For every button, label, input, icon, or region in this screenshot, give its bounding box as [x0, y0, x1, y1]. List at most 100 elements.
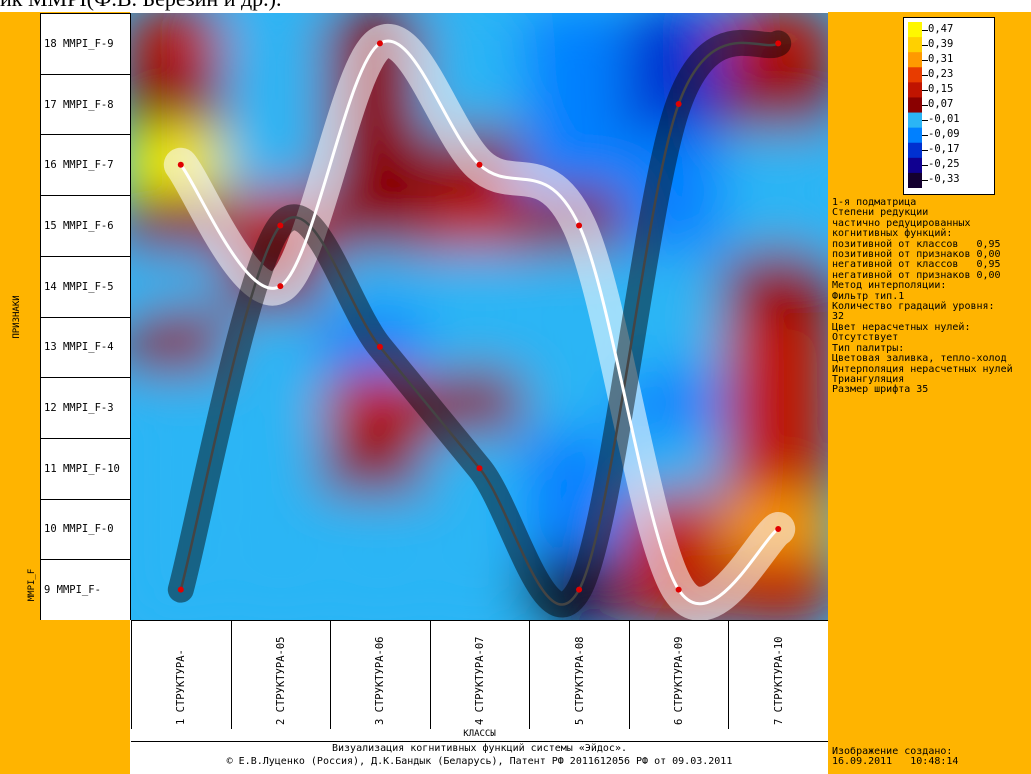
function-point — [576, 222, 583, 229]
function-point — [675, 101, 682, 108]
row-label: 14 MMPI_F-5 — [41, 255, 130, 317]
heatmap-cell — [318, 369, 442, 446]
legend-tick — [922, 135, 928, 137]
legend-swatch — [908, 142, 922, 159]
heatmap-cell — [517, 66, 641, 142]
heatmap-cell — [131, 552, 243, 620]
legend-tick — [922, 165, 928, 167]
y-axis-title: ПРИЗНАКИ — [12, 294, 22, 339]
heatmap-cell — [716, 309, 828, 385]
column-label: 7 СТРУКТУРА-10 — [728, 621, 828, 729]
created-date: Изображение создано: 16.09.2011 10:48:14 — [832, 746, 959, 767]
heatmap-cell — [616, 248, 741, 324]
y-group-box: MMPI_F — [24, 13, 41, 620]
column-label-text: 5 СТРУКТУРА-08 — [573, 636, 586, 725]
legend-tick — [922, 59, 928, 61]
heatmap-cell — [218, 13, 343, 81]
legend-label: 0,39 — [928, 37, 954, 50]
heatmap-cell — [131, 309, 243, 385]
legend-swatch — [908, 82, 922, 98]
legend-label: -0,25 — [928, 158, 960, 171]
function-point — [177, 161, 184, 168]
row-label: 9 MMPI_F- — [41, 559, 130, 620]
heatmap-cell — [318, 248, 442, 324]
row-label: 17 MMPI_F-8 — [41, 73, 130, 135]
legend-tick — [922, 44, 928, 46]
legend-swatch — [908, 37, 922, 53]
legend-swatch — [908, 97, 922, 114]
row-label: 10 MMPI_F-0 — [41, 498, 130, 560]
heatmap-cell — [716, 127, 828, 203]
y-group-label: MMPI_F — [27, 568, 37, 602]
function-point — [376, 40, 383, 47]
heatmap-cell — [716, 187, 828, 264]
heatmap-cell — [716, 248, 828, 324]
heatmap-cell — [131, 13, 243, 81]
heatmap-cell — [218, 309, 343, 385]
footer-line-2: © Е.В.Луценко (Россия), Д.К.Бандык (Бела… — [226, 756, 733, 767]
heatmap-cell — [517, 552, 641, 620]
function-point — [476, 465, 483, 472]
heatmap-cell — [417, 309, 542, 385]
legend-label: 0,23 — [928, 67, 954, 80]
column-label-text: 2 СТРУКТУРА-05 — [274, 636, 287, 725]
legend-label: 0,47 — [928, 22, 954, 35]
top-caption: ик MMPI(Ф.В. Березин и др.). — [0, 0, 400, 16]
heatmap-cell — [131, 66, 243, 142]
footer-line-1: Визуализация когнитивных функций системы… — [331, 743, 627, 754]
row-labels: 18 MMPI_F-9 17 MMPI_F-8 16 MMPI_F-7 15 MMPI… — [41, 13, 131, 620]
legend-label: 0,15 — [928, 82, 954, 95]
column-label: 3 СТРУКТУРА-06 — [330, 621, 430, 729]
x-axis-title: КЛАССЫ — [131, 729, 828, 742]
heatmap-cell — [318, 491, 442, 567]
legend-label: 0,31 — [928, 52, 954, 65]
legend-tick — [922, 105, 928, 106]
legend-tick — [922, 89, 928, 91]
heatmap-cell — [318, 552, 442, 620]
legend-swatch — [908, 22, 922, 38]
row-label: 12 MMPI_F-3 — [41, 377, 130, 438]
function-point — [177, 586, 184, 593]
heatmap-cell — [716, 13, 828, 81]
color-legend: 0,47 0,39 0,31 0,23 0,15 0,07 -0,01 -0,09 -0,17 -… — [903, 17, 995, 195]
function-point — [476, 161, 483, 168]
function-point — [775, 40, 782, 47]
row-label: 16 MMPI_F-7 — [41, 134, 130, 195]
column-label-text: 1 СТРУКТУРА- — [175, 649, 188, 725]
heatmap-cell — [616, 13, 741, 81]
heatmap-cell — [517, 430, 641, 506]
legend-label: -0,17 — [928, 143, 960, 156]
heatmap-cell — [318, 187, 442, 264]
column-label-text: 3 СТРУКТУРА-06 — [374, 636, 387, 725]
function-point — [576, 586, 583, 593]
heatmap-cell — [417, 491, 542, 567]
heatmap-cell — [616, 309, 741, 385]
heatmap-cell — [218, 66, 343, 142]
function-point — [277, 283, 284, 290]
legend-swatch — [908, 112, 922, 129]
column-label-text: 6 СТРУКТУРА-09 — [673, 636, 686, 725]
heatmap-cell — [218, 369, 343, 446]
heatmap-cell — [417, 552, 542, 620]
heatmap-cell — [318, 430, 442, 506]
footer: Визуализация когнитивных функций системы… — [131, 742, 828, 768]
legend-tick — [922, 74, 928, 76]
row-label: 13 MMPI_F-4 — [41, 316, 130, 378]
legend-swatch — [908, 127, 922, 144]
row-label: 11 MMPI_F-10 — [41, 437, 130, 499]
function-point — [277, 222, 284, 229]
heatmap-cell — [131, 248, 243, 324]
heatmap-plot — [131, 13, 828, 620]
heatmap-cell — [218, 430, 343, 506]
y-axis-title-box: ПРИЗНАКИ — [10, 13, 25, 620]
legend-swatch — [908, 52, 922, 68]
column-label: 5 СТРУКТУРА-08 — [529, 621, 629, 729]
heatmap-cell — [517, 13, 641, 81]
heatmap-cell — [417, 187, 542, 264]
heatmap-cell — [616, 127, 741, 203]
function-point — [775, 525, 782, 532]
negative-function-line — [179, 41, 779, 606]
legend-label: -0,33 — [928, 173, 960, 186]
column-labels: 1 СТРУКТУРА- 2 СТРУКТУРА-05 3 СТРУКТУРА-06… — [131, 620, 828, 729]
column-label: 1 СТРУКТУРА- — [131, 621, 231, 729]
